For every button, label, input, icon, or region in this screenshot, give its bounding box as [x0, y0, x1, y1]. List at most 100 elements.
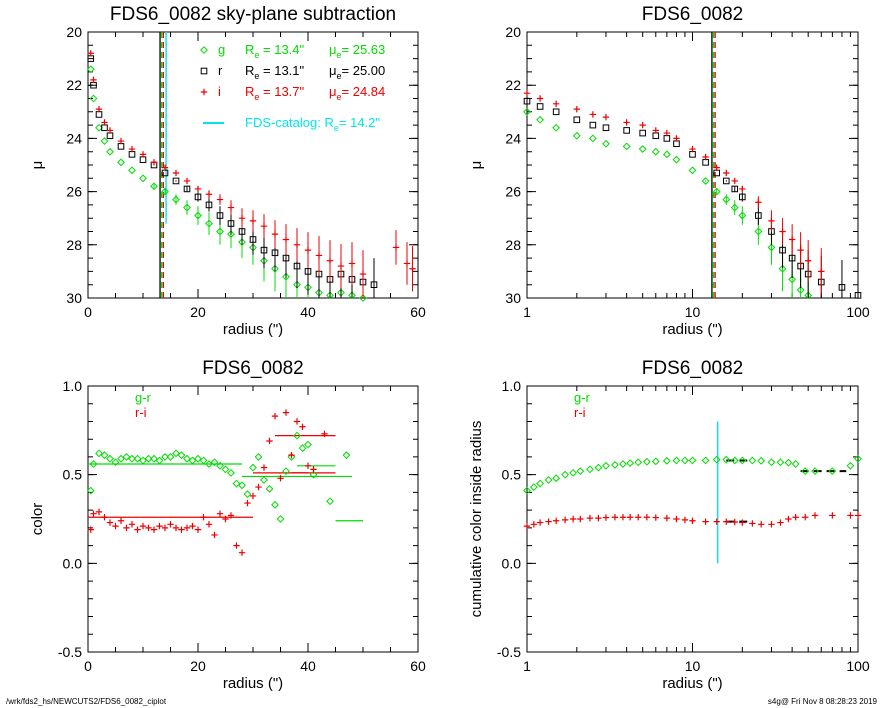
data-point [249, 217, 257, 225]
data-point [712, 455, 721, 464]
data-point [188, 456, 197, 465]
y-tick-label: 20 [66, 24, 82, 40]
y-tick-label: 26 [66, 184, 82, 200]
data-point [588, 134, 597, 143]
data-point [144, 454, 153, 463]
data-point [748, 456, 757, 465]
data-point [277, 475, 284, 482]
legend-re: Re = 13.1" [245, 63, 305, 81]
data-point [619, 514, 627, 521]
footer-timestamp: s4g@ Fri Nov 8 08:28:23 2019 [767, 697, 877, 706]
data-point [623, 119, 630, 126]
x-tick-label: 0 [84, 304, 92, 320]
data-point [577, 515, 584, 523]
data-point [95, 111, 103, 118]
data-point [95, 123, 103, 132]
y-tick-label: 1.0 [502, 378, 522, 394]
data-point [90, 510, 97, 517]
data-point [139, 151, 147, 158]
data-point [298, 444, 307, 452]
data-point [189, 522, 196, 530]
legend-entry: r-i [574, 405, 586, 420]
data-point [249, 236, 257, 243]
data-point [523, 107, 531, 116]
data-point [663, 135, 671, 142]
data-point [282, 409, 290, 416]
data-point [854, 292, 862, 299]
data-point [846, 461, 855, 470]
data-point [681, 516, 689, 524]
data-point [536, 95, 544, 102]
data-point [244, 499, 251, 507]
data-point [282, 467, 290, 476]
data-point [123, 524, 130, 532]
legend-mue: μe= 24.84 [329, 84, 385, 102]
data-point [117, 454, 125, 463]
data-point [409, 265, 416, 272]
data-point [738, 456, 747, 465]
data-point [359, 294, 367, 302]
data-point [172, 449, 180, 458]
data-point [150, 159, 158, 166]
data-point [370, 281, 378, 288]
legend: g-rr-i [135, 390, 152, 420]
data-point [552, 123, 561, 132]
data-point [561, 470, 570, 479]
data-point [128, 166, 136, 175]
data-point [801, 467, 810, 476]
data-point [150, 182, 158, 191]
data-point [639, 129, 646, 137]
data-point [688, 166, 697, 175]
data-point [739, 519, 746, 526]
data-point [652, 132, 660, 140]
legend-re: Re = 13.4" [245, 42, 305, 60]
data-point [689, 145, 696, 153]
y-axis-label: μ [468, 161, 485, 170]
data-point [90, 76, 97, 84]
data-point [673, 135, 680, 142]
data-point [552, 108, 560, 116]
data-point [784, 458, 793, 467]
data-point [293, 241, 301, 248]
data-point [199, 456, 208, 465]
data-point [166, 453, 175, 461]
data-point [755, 199, 762, 206]
data-point [536, 479, 545, 488]
series-r-i [87, 409, 328, 556]
data-point [139, 456, 147, 465]
data-point [651, 147, 660, 156]
data-point [530, 521, 538, 528]
data-point [95, 105, 103, 113]
data-point [552, 517, 560, 524]
data-point [100, 137, 109, 145]
data-point [183, 185, 191, 193]
legend-mue: μe= 25.63 [329, 42, 385, 60]
data-point [811, 512, 819, 519]
data-point [106, 519, 114, 526]
data-point [128, 454, 136, 463]
data-point [304, 462, 312, 469]
series-g [86, 65, 367, 302]
data-point [545, 518, 552, 525]
data-point [227, 220, 235, 227]
x-tick-label: 100 [846, 658, 870, 674]
x-tick-label: 20 [190, 658, 206, 674]
data-point [95, 449, 103, 458]
legend-band: g [218, 42, 225, 57]
y-axis-label: μ [29, 161, 46, 170]
x-tick-label: 10 [685, 658, 701, 674]
data-point [216, 212, 224, 219]
data-point [299, 423, 306, 430]
data-point [778, 264, 787, 273]
data-point [635, 514, 642, 521]
data-point [662, 150, 671, 159]
data-point [282, 272, 290, 281]
plot-frame [87, 385, 419, 653]
data-point [194, 454, 202, 463]
data-point [701, 177, 710, 185]
data-point [326, 291, 334, 300]
y-tick-label: 30 [66, 290, 82, 306]
legend: g Re = 13.4" μe= 25.63 r Re = 13.1" μe= 25.00… [200, 42, 385, 133]
